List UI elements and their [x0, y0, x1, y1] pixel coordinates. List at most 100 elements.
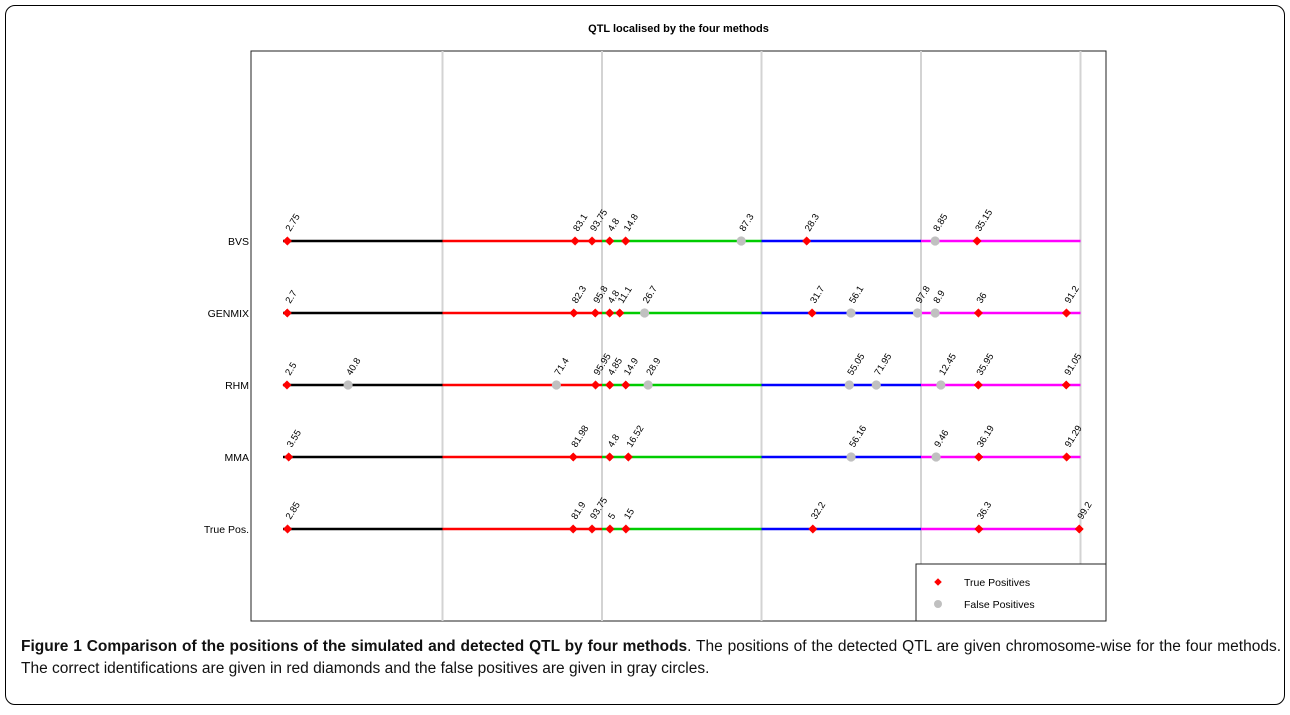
point-label: 16.52: [625, 424, 647, 450]
false-positive-marker: [551, 380, 561, 390]
point-label: 87.3: [737, 212, 756, 234]
false-positive-marker: [736, 236, 746, 246]
point-label: 97.8: [914, 284, 933, 306]
point-label: 8.9: [931, 289, 947, 306]
point-label: 2.75: [284, 212, 303, 234]
true-positive-marker: [1074, 524, 1084, 534]
true-positive-marker: [282, 524, 293, 534]
true-positive-marker: [807, 308, 817, 318]
point-label: 56.16: [847, 424, 869, 450]
legend-circle-icon: [934, 600, 942, 608]
point-label: 11.1: [616, 285, 635, 306]
point-label: 12.45: [937, 352, 959, 378]
plot-border: [250, 50, 1107, 622]
true-positive-marker: [973, 380, 983, 390]
y-tick-label: BVS: [228, 236, 249, 248]
true-positive-marker: [801, 236, 812, 246]
true-positive-marker: [284, 452, 294, 462]
point-label: 91.2: [1063, 284, 1082, 306]
false-positive-marker: [343, 380, 353, 390]
false-positive-marker: [846, 452, 856, 462]
caption-text: . The positions of the detected QTL are …: [21, 638, 1281, 677]
true-positive-marker: [1061, 308, 1072, 318]
true-positive-marker: [615, 308, 625, 318]
chart-title: QTL localised by the four methods: [588, 23, 769, 35]
point-label: 8.85: [931, 212, 950, 234]
y-tick-label: True Pos.: [204, 524, 249, 536]
point-label: 4.8: [606, 217, 622, 234]
point-label: 93.75: [588, 208, 610, 234]
point-label: 15: [622, 507, 637, 522]
false-positive-marker: [639, 308, 650, 318]
false-positive-marker: [930, 236, 940, 246]
point-label: 3.55: [285, 428, 304, 450]
qtl-chart: QTL localised by the four methodsCh1Ch2C…: [204, 23, 1107, 622]
true-positive-marker: [808, 524, 818, 534]
false-positive-marker: [643, 380, 653, 390]
point-label: 14.9: [622, 356, 641, 378]
point-label: 95.8: [592, 284, 611, 306]
false-positive-marker: [930, 308, 940, 318]
legend-label: False Positives: [964, 599, 1035, 611]
false-positive-marker: [846, 308, 856, 318]
point-label: 32.2: [809, 500, 828, 522]
point-label: 2.5: [283, 361, 299, 378]
true-positive-marker: [973, 308, 984, 318]
point-label: 5: [606, 511, 618, 521]
true-positive-marker: [623, 452, 634, 462]
true-positive-marker: [569, 308, 579, 318]
point-label: 28.3: [803, 212, 822, 234]
true-positive-marker: [621, 380, 631, 390]
point-label: 71.4: [553, 356, 572, 378]
point-label: 71.95: [872, 352, 894, 378]
point-label: 35.95: [975, 352, 997, 378]
figure-caption: Figure 1 Comparison of the positions of …: [21, 636, 1281, 680]
false-positive-marker: [912, 308, 923, 318]
true-positive-marker: [605, 308, 615, 318]
true-positive-marker: [587, 524, 597, 534]
point-label: 82.3: [570, 284, 589, 306]
point-label: 99.2: [1075, 500, 1094, 522]
point-label: 36.19: [975, 424, 997, 450]
point-label: 28.9: [644, 356, 663, 378]
point-label: 9.46: [932, 428, 951, 450]
caption-lead: Figure 1 Comparison of the positions of …: [21, 638, 688, 655]
point-label: 36: [975, 291, 990, 306]
true-positive-marker: [605, 236, 615, 246]
point-label: 26.7: [641, 284, 660, 306]
y-tick-label: RHM: [225, 380, 249, 392]
true-positive-marker: [568, 452, 578, 462]
point-label: 4.8: [606, 433, 622, 450]
true-positive-marker: [282, 380, 292, 390]
true-positive-marker: [621, 524, 631, 534]
true-positive-marker: [605, 380, 615, 390]
point-label: 55.05: [846, 352, 868, 378]
point-label: 2.85: [284, 500, 303, 522]
point-label: 35.15: [973, 208, 995, 234]
point-label: 31.7: [808, 284, 827, 306]
point-label: 56.1: [847, 284, 866, 306]
point-label: 2.7: [284, 289, 300, 306]
true-positive-marker: [972, 236, 982, 246]
true-positive-marker: [974, 452, 984, 462]
true-positive-marker: [282, 308, 292, 318]
point-label: 81.98: [569, 424, 591, 450]
point-label: 81.9: [569, 500, 588, 522]
true-positive-marker: [587, 236, 597, 246]
false-positive-marker: [931, 452, 941, 462]
false-positive-marker: [871, 380, 881, 390]
true-positive-marker: [570, 236, 580, 246]
point-label: 36.3: [975, 500, 994, 522]
point-label: 40.8: [344, 356, 363, 378]
legend-diamond-icon: [934, 578, 942, 586]
true-positive-marker: [974, 524, 984, 534]
true-positive-marker: [282, 236, 293, 246]
false-positive-marker: [844, 380, 854, 390]
true-positive-marker: [1061, 380, 1071, 390]
true-positive-marker: [568, 524, 578, 534]
y-tick-label: GENMIX: [208, 308, 249, 320]
true-positive-marker: [1061, 452, 1072, 462]
legend-box: [915, 563, 1107, 622]
true-positive-marker: [605, 452, 615, 462]
point-label: 14.8: [622, 212, 641, 234]
